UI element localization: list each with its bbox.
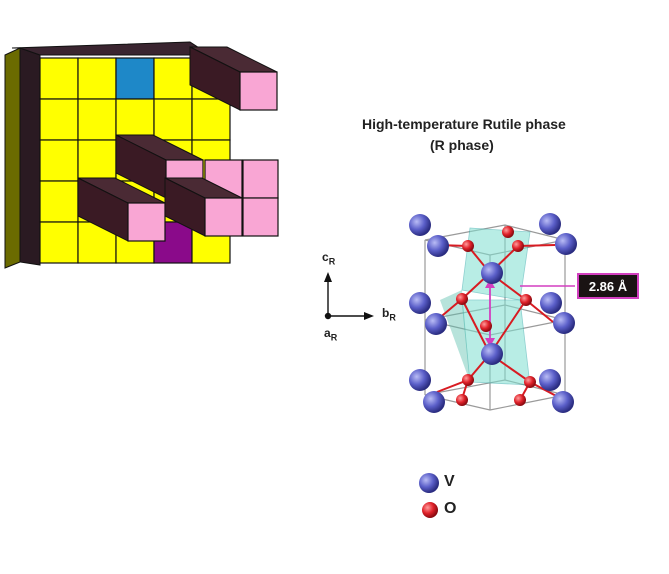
cube-face bbox=[153, 57, 193, 100]
cube-face bbox=[39, 98, 79, 141]
vanadium-atom bbox=[552, 391, 574, 413]
oxygen-atom bbox=[520, 294, 532, 306]
pink-cube-face bbox=[242, 159, 279, 199]
bond-length-label: 2.86 Å bbox=[577, 273, 639, 299]
pink-cube-face bbox=[239, 71, 278, 111]
axis-label-b: bR bbox=[382, 306, 396, 323]
oxygen-atom bbox=[514, 394, 526, 406]
pink-cube-face bbox=[204, 197, 243, 237]
vanadium-atom bbox=[540, 292, 562, 314]
oxygen-atom bbox=[462, 240, 474, 252]
vanadium-atom bbox=[555, 233, 577, 255]
cube-face bbox=[39, 221, 79, 264]
vanadium-atom bbox=[539, 213, 561, 235]
axes-indicator bbox=[324, 272, 374, 320]
vanadium-atom bbox=[423, 391, 445, 413]
oxygen-atom bbox=[456, 293, 468, 305]
cube-face bbox=[115, 98, 155, 141]
legend-o-atom-icon bbox=[422, 502, 438, 518]
cube-face bbox=[39, 180, 79, 223]
cube-face bbox=[115, 57, 155, 100]
cube-face bbox=[77, 139, 117, 182]
axis-label-c: cR bbox=[322, 250, 336, 267]
structure-subtitle: (R phase) bbox=[430, 137, 494, 153]
legend-v-atom-icon bbox=[419, 473, 439, 493]
oxygen-atom bbox=[456, 394, 468, 406]
vanadium-atom bbox=[425, 313, 447, 335]
pink-cube-face bbox=[127, 202, 166, 242]
cube-face bbox=[191, 98, 231, 141]
cube-face bbox=[77, 98, 117, 141]
cube-face bbox=[39, 57, 79, 100]
oxygen-atom bbox=[524, 376, 536, 388]
oxygen-atom bbox=[480, 320, 492, 332]
rutile-crystal-structure bbox=[409, 213, 577, 413]
oxygen-atom bbox=[502, 226, 514, 238]
cube-face bbox=[39, 139, 79, 182]
axis-label-a: aR bbox=[324, 326, 338, 343]
vanadium-atom bbox=[539, 369, 561, 391]
cube-face bbox=[153, 98, 193, 141]
vanadium-atom bbox=[553, 312, 575, 334]
oxygen-atom bbox=[462, 374, 474, 386]
vanadium-atom bbox=[409, 292, 431, 314]
structure-title: High-temperature Rutile phase bbox=[362, 116, 566, 132]
cube-block-model bbox=[4, 41, 279, 269]
legend-label-o: O bbox=[444, 500, 457, 517]
pink-cube-face bbox=[242, 197, 279, 237]
vanadium-atom bbox=[481, 343, 503, 365]
oxygen-atom bbox=[512, 240, 524, 252]
cube-face bbox=[77, 57, 117, 100]
vanadium-atom bbox=[481, 262, 503, 284]
vanadium-atom bbox=[409, 214, 431, 236]
vanadium-atom bbox=[427, 235, 449, 257]
legend-label-v: V bbox=[444, 473, 455, 490]
vanadium-atom bbox=[409, 369, 431, 391]
